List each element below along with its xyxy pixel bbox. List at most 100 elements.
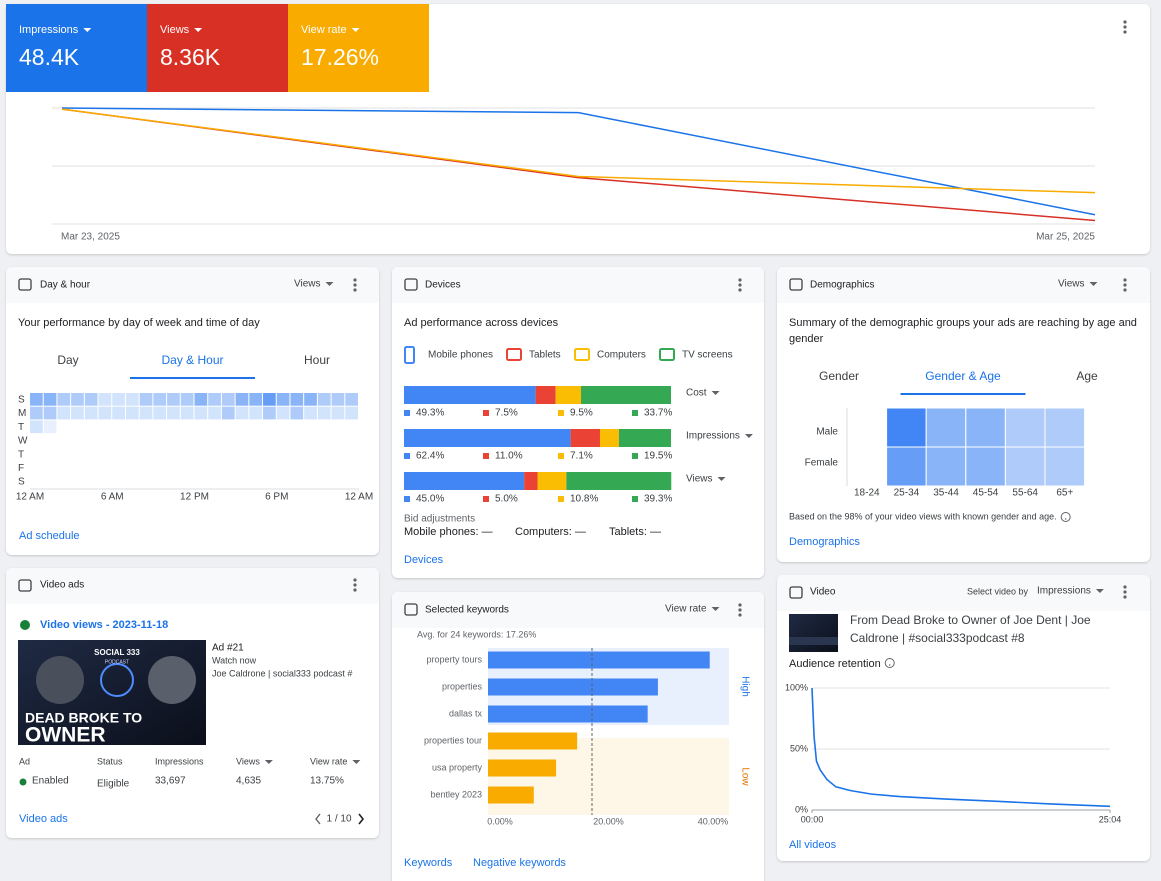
dropdown-caret[interactable] (1095, 589, 1104, 593)
tab[interactable]: Day & Hour (161, 353, 223, 367)
dropdown-caret[interactable] (711, 391, 720, 395)
more-menu[interactable] (738, 288, 742, 292)
more-menu[interactable] (353, 588, 357, 592)
legend-swatch (632, 410, 638, 416)
more-menu[interactable] (1123, 595, 1127, 599)
more-menu[interactable] (1123, 283, 1127, 287)
heat-cell (180, 447, 194, 461)
heat-cell (290, 461, 304, 475)
link[interactable]: Ad schedule (19, 530, 80, 542)
more-menu[interactable] (353, 283, 357, 287)
heat-cell (263, 406, 276, 420)
dropdown-caret[interactable] (352, 760, 361, 764)
dropdown-caret[interactable] (1089, 282, 1098, 286)
campaign-link[interactable]: Video views - 2023-11-18 (40, 619, 168, 631)
more-menu[interactable] (1123, 278, 1127, 282)
tab[interactable]: Hour (304, 353, 330, 367)
legend-swatch (404, 453, 410, 459)
more-menu[interactable] (353, 288, 357, 292)
heat-cell (98, 393, 112, 406)
tab[interactable]: Age (1076, 369, 1098, 383)
dropdown-caret[interactable] (351, 28, 360, 32)
more-menu[interactable] (1123, 585, 1127, 589)
metric-tile[interactable] (6, 4, 147, 92)
heat-cell (290, 434, 304, 447)
dropdown[interactable]: View rate (665, 604, 707, 615)
metric-tile[interactable] (147, 4, 288, 92)
heat-cell (235, 461, 249, 475)
legend-swatch (632, 496, 638, 502)
bar (488, 651, 710, 669)
link[interactable]: Keywords (404, 857, 453, 869)
thumbnail-headline: OWNER (25, 724, 106, 747)
card-icon (789, 278, 803, 291)
pager-prev[interactable] (315, 813, 321, 825)
link[interactable]: Devices (404, 554, 444, 566)
heat-cell (112, 406, 125, 420)
more-menu[interactable] (738, 283, 742, 287)
heat-cell (57, 434, 71, 447)
dropdown-caret[interactable] (194, 28, 203, 32)
legend-label: Tablets (529, 350, 561, 361)
card-subtitle: Ad performance across devices (404, 317, 559, 329)
more-menu[interactable] (738, 613, 742, 617)
link[interactable]: Video ads (19, 813, 68, 825)
dropdown-caret[interactable] (264, 760, 273, 764)
heat-cell (43, 420, 57, 434)
dropdown[interactable]: Views (1058, 279, 1085, 290)
dropdown-caret[interactable] (83, 28, 92, 32)
tab-underline (130, 377, 255, 379)
heat-cell (263, 434, 276, 447)
dropdown-caret[interactable] (717, 477, 726, 481)
tab[interactable]: Gender (819, 369, 859, 383)
heat-cell (30, 393, 43, 406)
age-label: 18-24 (854, 488, 880, 499)
tab[interactable]: Gender & Age (925, 369, 1001, 383)
category-label: usa property (432, 762, 483, 772)
heat-cell (43, 461, 57, 475)
more-menu[interactable] (738, 278, 742, 282)
dropdown-caret[interactable] (744, 434, 753, 438)
dropdown-caret[interactable] (325, 282, 334, 286)
heat-cell (30, 434, 43, 447)
card-title: Video (810, 587, 836, 598)
value-label: 11.0% (495, 451, 523, 462)
video-thumbnail[interactable] (789, 614, 838, 652)
dropdown[interactable]: Impressions (686, 431, 740, 442)
dropdown[interactable]: Impressions (1037, 586, 1091, 597)
ad-headline: Joe Caldrone | social333 podcast # (212, 668, 352, 678)
more-menu[interactable] (1123, 288, 1127, 292)
more-menu[interactable] (353, 278, 357, 282)
dropdown[interactable]: Views (686, 474, 713, 485)
more-menu[interactable] (738, 603, 742, 607)
dropdown-caret[interactable] (711, 607, 720, 611)
more-menu[interactable] (1123, 590, 1127, 594)
link[interactable]: All videos (789, 839, 837, 851)
pager-next[interactable] (358, 813, 365, 825)
value-label: 7.1% (570, 451, 593, 462)
heat-cell (345, 434, 358, 447)
metric-tile[interactable] (288, 4, 429, 92)
dropdown[interactable]: Cost (686, 388, 707, 399)
heat-cell (290, 447, 304, 461)
heat-cell (263, 420, 276, 434)
card-title: Selected keywords (425, 605, 509, 616)
heat-cell (84, 434, 98, 447)
legend-icon (659, 348, 675, 361)
heat-cell (84, 447, 98, 461)
heat-cell (112, 447, 125, 461)
heat-cell (276, 447, 290, 461)
link[interactable]: Negative keywords (473, 857, 566, 869)
gender-label: Female (805, 458, 839, 469)
more-menu[interactable] (1123, 20, 1127, 24)
heat-cell (290, 475, 304, 488)
link[interactable]: Demographics (789, 536, 860, 548)
dropdown[interactable]: Views (294, 279, 321, 290)
more-menu[interactable] (353, 578, 357, 582)
more-menu[interactable] (353, 583, 357, 587)
tab[interactable]: Day (57, 353, 78, 367)
more-menu[interactable] (1123, 25, 1127, 29)
heat-cell (208, 393, 221, 406)
more-menu[interactable] (1123, 30, 1127, 34)
more-menu[interactable] (738, 608, 742, 612)
